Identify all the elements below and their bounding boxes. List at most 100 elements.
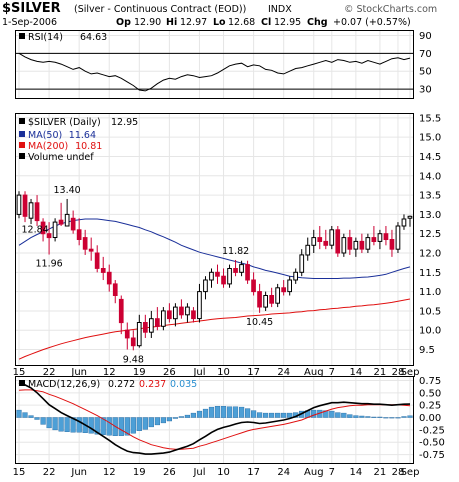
candle-body-up	[287, 279, 292, 293]
candle	[347, 229, 353, 255]
candle-body-down	[106, 271, 112, 285]
candle-body-up	[407, 215, 413, 219]
price-tick-label: 12.0	[419, 249, 441, 260]
macd-histogram-bar	[70, 417, 76, 433]
candle	[269, 287, 274, 308]
date-label: Aug	[304, 367, 324, 378]
rsi-line	[18, 52, 411, 92]
price-annotations: 13.40 12.84 11.96 11.82 10.45 9.48	[21, 185, 273, 365]
price-candles	[16, 191, 413, 351]
date-label: 19	[133, 367, 146, 378]
macd-tick-label: -0.75	[419, 450, 445, 461]
date-label: 21	[374, 467, 387, 478]
rsi-label: RSI(14)	[28, 32, 63, 43]
macd-histogram-bar	[232, 406, 239, 418]
macd-histogram-bar	[244, 408, 251, 418]
macd-histogram-bar	[389, 417, 395, 419]
candle	[245, 260, 250, 284]
candle	[257, 283, 262, 313]
open-value: 12.90	[134, 17, 161, 28]
candle	[46, 222, 52, 255]
macd-histogram-bar	[106, 417, 112, 436]
date-label: Aug	[304, 467, 324, 478]
macd-frame	[15, 376, 414, 464]
macd-histogram-bar	[208, 406, 215, 418]
candle	[58, 202, 64, 226]
ma50-line	[18, 218, 411, 279]
date-label: 14	[350, 367, 363, 378]
candle	[22, 191, 28, 223]
candle-body-down	[40, 221, 46, 235]
macd-histogram-bar	[220, 406, 227, 418]
candle-body-down	[335, 229, 341, 254]
macd-histogram-bar	[377, 416, 383, 418]
date-label: 7	[329, 467, 335, 478]
candle	[52, 218, 58, 242]
macd-histogram-bar	[287, 412, 293, 418]
rsi-legend: RSI(14) 64.63	[19, 32, 107, 43]
macd-histogram-bar	[281, 412, 287, 418]
candle-body-up	[52, 221, 58, 239]
candle	[191, 307, 196, 323]
candle	[221, 268, 226, 288]
price-legend-item: MA(50) 11.64	[19, 130, 96, 141]
macd-signal-value: 0.237	[139, 379, 166, 390]
candle-body-up	[395, 225, 401, 250]
macd-histogram-bar	[172, 417, 179, 419]
candle-body-down	[317, 237, 323, 243]
candle-body-up	[377, 233, 383, 242]
candle	[149, 310, 154, 338]
candle-body-down	[167, 310, 172, 320]
rsi-value: 64.63	[80, 32, 107, 43]
candle-body-up	[293, 271, 298, 281]
candle	[28, 198, 34, 225]
candle-body-up	[16, 194, 22, 215]
candle	[203, 276, 208, 300]
price-tick-label: 10.0	[419, 326, 441, 337]
price-annotation: 11.82	[222, 246, 249, 257]
low-label: Lo	[213, 17, 226, 28]
candle-body-up	[227, 268, 232, 285]
macd-histogram-bar	[16, 409, 22, 418]
open-label: Op	[116, 17, 131, 28]
candle	[281, 280, 286, 296]
price-tick-label: 12.5	[419, 229, 441, 240]
rsi-tick-label: 70	[419, 49, 432, 60]
candle	[311, 229, 317, 254]
candle	[40, 218, 46, 242]
macd-histogram-bar	[46, 417, 52, 429]
macd-histogram-bar	[136, 417, 142, 432]
macd-histogram-bar	[263, 412, 269, 418]
candle	[263, 291, 268, 311]
price-label: $SILVER (Daily)	[28, 117, 101, 128]
candle-body-up	[197, 291, 202, 320]
candle	[106, 264, 112, 292]
candle-body-down	[221, 275, 226, 285]
macd-histogram-bar	[401, 416, 407, 418]
candle-body-down	[130, 337, 136, 347]
legend-value: 11.64	[69, 130, 96, 141]
price-tick-label: 15.0	[419, 133, 441, 144]
macd-label: MACD(12,26,9)	[28, 379, 100, 390]
price-legend: $SILVER (Daily) 12.95 MA(50) 11.64MA(200)…	[19, 117, 138, 163]
candle-body-down	[281, 287, 286, 293]
macd-histogram-bar	[275, 412, 281, 418]
candle-body-down	[233, 268, 238, 273]
price-tick-label: 9.5	[419, 345, 435, 356]
date-label: 28	[392, 367, 405, 378]
macd-histogram-bar	[269, 412, 275, 418]
date-label: 19	[133, 467, 146, 478]
description: (Silver - Continuous Contract (EOD))	[74, 4, 246, 15]
rsi-legend-swatch	[19, 33, 25, 39]
candle-body-up	[185, 306, 190, 316]
candle	[335, 225, 341, 257]
candle-body-down	[347, 237, 353, 250]
candle	[167, 303, 172, 323]
price-axis: 15.5 15.0 14.5 14.0 13.5 13.0 12.5 12.0 11.5 11.0…	[419, 113, 441, 356]
price-last: 12.95	[111, 117, 138, 128]
date-label: 21	[374, 367, 387, 378]
candle	[179, 299, 184, 319]
macd-histogram-bar	[196, 410, 203, 418]
